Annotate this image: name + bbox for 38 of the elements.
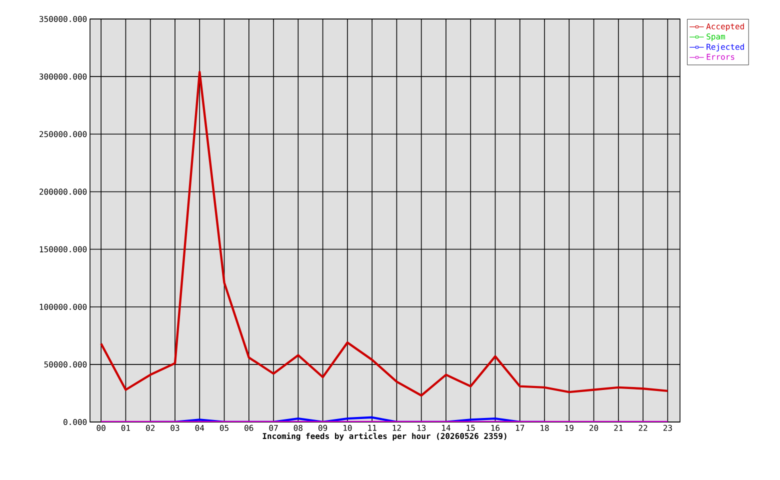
legend-label: Spam [706,33,725,42]
line-series [100,70,669,397]
x-tick-label: 21 [614,424,623,431]
y-tick-label: 50000.000 [44,361,87,368]
x-tick-label: 19 [565,424,574,431]
y-tick-label: 100000.000 [40,304,87,310]
x-tick-label: 11 [368,424,376,431]
x-axis-title: Incoming feeds by articles per hour (20260526 2359) [262,432,506,441]
x-tick-label: 12 [392,424,401,431]
y-tick-label: 150000.000 [40,246,87,252]
y-tick-label: 200000.000 [40,188,87,195]
x-tick-label: 20 [590,424,598,431]
x-tick-label: 18 [540,424,549,431]
x-tick-label: 05 [220,424,228,431]
legend-label: Rejected [706,44,744,52]
x-tick-label: 15 [466,424,475,431]
x-tick-label: 07 [269,424,278,431]
y-tick-label: 250000.000 [40,131,87,138]
x-tick-label: 10 [344,424,352,431]
x-tick-label: 09 [318,424,328,431]
x-tick-label: 13 [417,424,426,431]
legend-label: Accepted [706,23,744,31]
x-tick-label: 14 [442,424,450,431]
x-tick-label: 22 [638,424,648,431]
x-tick-label: 08 [294,424,302,431]
x-tick-label: 01 [121,424,130,431]
y-tick-label: 0.000 [64,418,87,426]
x-tick-label: 03 [170,424,180,431]
x-tick-label: 23 [663,424,672,431]
x-tick-label: 00 [96,424,106,431]
y-tick-label: 300000.000 [40,74,87,80]
legend-label: Errors [706,54,734,60]
x-tick-label: 17 [516,424,524,431]
y-tick-label: 350000.000 [40,16,87,22]
x-tick-label: 06 [244,424,254,431]
x-tick-label: 02 [146,424,154,431]
x-tick-label: 04 [195,424,204,431]
x-tick-label: 16 [491,424,500,431]
